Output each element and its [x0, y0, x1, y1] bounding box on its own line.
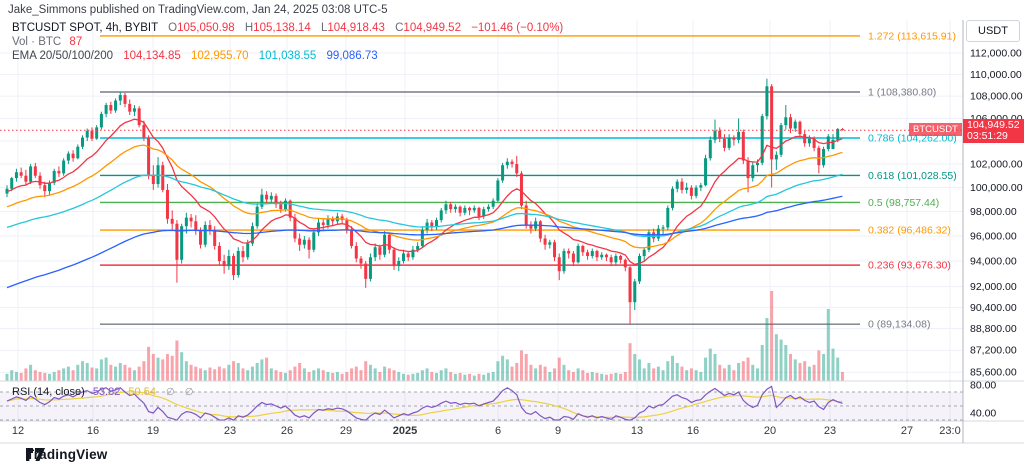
- fib-retracement-lines: [100, 35, 860, 325]
- empty-value-icon: ∅: [166, 387, 175, 398]
- last-price-tag: 104,949.52 03:51:29: [963, 119, 1024, 144]
- svg-text:85,600.00: 85,600.00: [970, 367, 1017, 379]
- legend-ema-row[interactable]: EMA 20/50/100/200 104,134.85 102,955.70 …: [12, 49, 563, 63]
- svg-text:23: 23: [824, 425, 836, 437]
- ema100-value: 101,038.55: [258, 50, 317, 62]
- open-value: 105,050.98: [177, 22, 235, 34]
- close-value: 104,949.52: [403, 22, 461, 34]
- currency-toggle[interactable]: USDT: [966, 20, 1020, 42]
- rsi-ma-value: 50.54: [128, 386, 156, 398]
- rsi-line: [6, 385, 843, 421]
- fib-labels: 1.272 (113,615.91)1 (108,380.80)0.786 (1…: [868, 30, 957, 330]
- time-axis-labels: 12 16 19 23 26 29 2025 6 9 13 16 20 23 27 23:0: [12, 425, 961, 437]
- svg-text:9: 9: [555, 425, 561, 437]
- svg-text:16: 16: [87, 425, 99, 437]
- svg-text:12: 12: [12, 425, 24, 437]
- candles: [5, 78, 844, 325]
- svg-text:112,000.00: 112,000.00: [970, 47, 1022, 59]
- svg-text:16: 16: [687, 425, 699, 437]
- svg-text:98,000.00: 98,000.00: [970, 206, 1017, 218]
- svg-text:94,000.00: 94,000.00: [970, 256, 1017, 268]
- svg-text:102,000.00: 102,000.00: [970, 159, 1023, 171]
- svg-text:88,800.00: 88,800.00: [970, 323, 1017, 335]
- close-label: C: [395, 22, 404, 34]
- svg-text:26: 26: [281, 425, 293, 437]
- svg-text:108,000.00: 108,000.00: [970, 91, 1023, 103]
- grid-lines: [0, 20, 963, 421]
- chart-legend: BTCUSDT SPOT, 4h, BYBIT O105,050.98 H105…: [12, 21, 563, 63]
- svg-text:87,200.00: 87,200.00: [970, 345, 1017, 357]
- svg-text:20: 20: [764, 425, 776, 437]
- ema-200-line: [6, 195, 843, 289]
- ema-20-line: [6, 118, 843, 266]
- low-value: 104,918.43: [327, 22, 385, 34]
- rsi-plot: [6, 385, 843, 421]
- high-label: H: [244, 22, 254, 34]
- ema-lines: [6, 118, 843, 289]
- tradingview-logo[interactable]: TradingView: [26, 447, 107, 462]
- countdown-timer: 03:51:29: [967, 130, 1008, 143]
- tradingview-wordmark: TradingView: [26, 447, 108, 462]
- empty-value-icon: ∅: [184, 387, 194, 398]
- symbol-title: BTCUSDT SPOT, 4h, BYBIT: [12, 22, 158, 34]
- high-value: 105,138.14: [253, 22, 311, 34]
- svg-text:40.00: 40.00: [970, 408, 996, 420]
- svg-text:100,000.00: 100,000.00: [970, 182, 1023, 194]
- svg-text:1.272 (113,615.91): 1.272 (113,615.91): [868, 30, 956, 42]
- svg-text:19: 19: [147, 425, 159, 437]
- svg-text:23: 23: [224, 425, 236, 437]
- svg-text:0.5 (98,757.44): 0.5 (98,757.44): [868, 197, 939, 209]
- rsi-legend-row[interactable]: RSI (14, close) 53.82 50.54 ∅ ∅: [12, 386, 194, 398]
- change-value: −101.46 (−0.10%): [471, 22, 564, 34]
- volume-value: 87: [69, 36, 83, 48]
- svg-text:0.618 (101,028.55): 0.618 (101,028.55): [868, 170, 957, 182]
- svg-text:27: 27: [901, 425, 913, 437]
- last-price-symbol-label: BTCUSDT: [909, 123, 962, 137]
- svg-text:2025: 2025: [393, 425, 417, 437]
- svg-text:110,000.00: 110,000.00: [970, 69, 1022, 81]
- svg-text:1 (108,380.80): 1 (108,380.80): [868, 86, 936, 98]
- ema-label: EMA 20/50/100/200: [12, 50, 114, 62]
- volume-label: Vol · BTC: [12, 36, 62, 48]
- svg-text:23:0: 23:0: [939, 425, 960, 437]
- svg-text:6: 6: [495, 425, 501, 437]
- volume-bars: [5, 291, 844, 381]
- attribution-text: Jake_Simmons published on TradingView.co…: [8, 4, 388, 16]
- svg-text:0 (89,134.08): 0 (89,134.08): [868, 319, 930, 331]
- rsi-label: RSI (14, close): [12, 386, 85, 398]
- low-label: L: [320, 22, 328, 34]
- svg-text:92,000.00: 92,000.00: [970, 281, 1017, 293]
- ema-100-line: [6, 173, 843, 238]
- svg-text:0.382 (96,486.32): 0.382 (96,486.32): [868, 225, 951, 237]
- last-price-value: 104,949.52: [967, 119, 1020, 132]
- svg-text:90,400.00: 90,400.00: [970, 302, 1017, 314]
- rsi-band: [0, 391, 963, 421]
- pane-separators: [0, 20, 1024, 444]
- tradingview-logo-icon: [26, 448, 45, 461]
- svg-text:29: 29: [340, 425, 352, 437]
- legend-symbol-row[interactable]: BTCUSDT SPOT, 4h, BYBIT O105,050.98 H105…: [12, 21, 563, 35]
- ema-50-line: [6, 144, 843, 249]
- rsi-value: 53.82: [92, 386, 121, 398]
- svg-text:96,000.00: 96,000.00: [970, 231, 1017, 243]
- svg-text:80.00: 80.00: [970, 380, 996, 392]
- legend-volume-row[interactable]: Vol · BTC 87: [12, 35, 563, 49]
- svg-text:0.236 (93,676.30): 0.236 (93,676.30): [868, 260, 951, 272]
- rsi-ma-line: [6, 391, 843, 419]
- price-axis-labels: 112,000.00110,000.00108,000.00106,000.00…: [970, 47, 1023, 419]
- ema20-value: 104,134.85: [123, 50, 181, 62]
- svg-text:13: 13: [631, 425, 643, 437]
- open-label: O: [168, 22, 178, 34]
- ema200-value: 99,086.73: [326, 50, 378, 62]
- ema50-value: 102,955.70: [191, 50, 249, 62]
